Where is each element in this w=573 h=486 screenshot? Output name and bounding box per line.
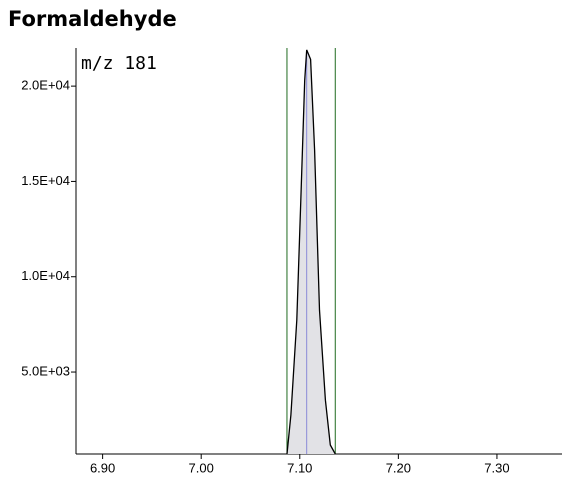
x-tick-label: 7.10 xyxy=(287,460,312,475)
x-tick-label: 7.20 xyxy=(386,460,411,475)
annotation: m/z 181 xyxy=(81,53,157,74)
x-tick-label: 6.90 xyxy=(90,460,115,475)
y-tick-label: 1.5E+04 xyxy=(21,173,70,188)
x-tick-label: 7.30 xyxy=(484,460,509,475)
y-tick-label: 5.0E+03 xyxy=(21,363,70,378)
x-tick-label: 7.00 xyxy=(189,460,214,475)
chart-title: Formaldehyde xyxy=(8,7,177,31)
y-tick-label: 1.0E+04 xyxy=(21,268,70,283)
y-tick-label: 2.0E+04 xyxy=(21,78,70,93)
peak-area xyxy=(287,49,336,455)
peak-line xyxy=(286,49,336,455)
